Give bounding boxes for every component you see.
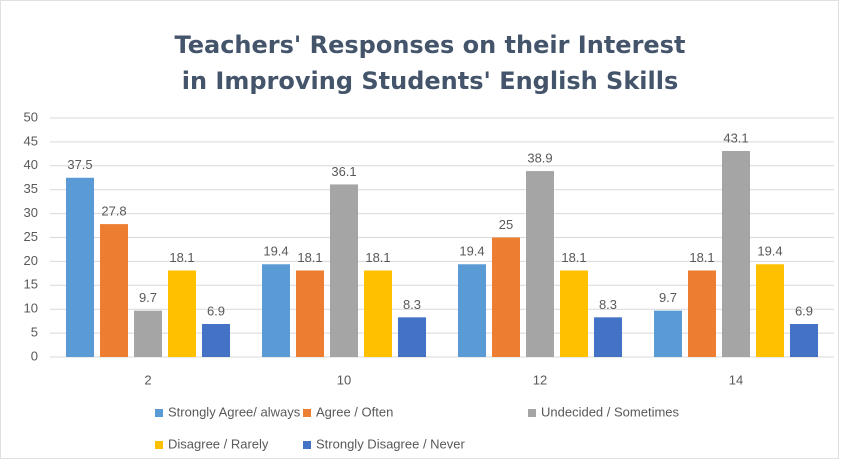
data-label: 18.1 xyxy=(169,250,194,265)
legend-label: Agree / Often xyxy=(316,404,393,419)
bar xyxy=(756,264,784,357)
legend-swatch xyxy=(303,441,311,449)
data-label: 36.1 xyxy=(331,164,356,179)
data-label: 18.1 xyxy=(689,250,714,265)
bar xyxy=(654,310,682,357)
bar xyxy=(398,317,426,357)
y-tick-label: 45 xyxy=(24,133,38,148)
data-label: 8.3 xyxy=(599,297,617,312)
y-tick-label: 10 xyxy=(24,301,38,316)
data-label: 19.4 xyxy=(459,244,484,259)
bar xyxy=(100,224,128,357)
chart-title: Teachers' Responses on their Interest xyxy=(175,31,686,59)
data-label: 25 xyxy=(499,217,513,232)
bar xyxy=(458,264,486,357)
legend-swatch xyxy=(155,441,163,449)
data-label: 9.7 xyxy=(659,290,677,305)
legend-label: Strongly Disagree / Never xyxy=(316,436,466,451)
bar xyxy=(262,264,290,357)
legend-swatch xyxy=(303,409,311,417)
y-tick-label: 50 xyxy=(24,109,38,124)
bar xyxy=(66,177,94,357)
bar xyxy=(134,310,162,357)
data-label: 19.4 xyxy=(263,244,288,259)
x-tick-label: 2 xyxy=(144,372,151,387)
bar xyxy=(790,324,818,357)
y-tick-label: 35 xyxy=(24,181,38,196)
data-label: 6.9 xyxy=(795,303,813,318)
bar xyxy=(526,171,554,357)
chart-title: in Improving Students' English Skills xyxy=(182,67,679,95)
bar xyxy=(560,270,588,357)
legend-label: Undecided / Sometimes xyxy=(541,404,680,419)
data-label: 43.1 xyxy=(723,130,748,145)
data-label: 19.4 xyxy=(757,244,782,259)
y-tick-label: 25 xyxy=(24,229,38,244)
data-label: 6.9 xyxy=(207,303,225,318)
bar xyxy=(492,237,520,357)
x-tick-label: 10 xyxy=(337,372,351,387)
bar xyxy=(168,270,196,357)
legend-swatch xyxy=(155,409,163,417)
y-tick-label: 5 xyxy=(31,325,38,340)
bar xyxy=(330,184,358,357)
y-tick-label: 40 xyxy=(24,157,38,172)
bar xyxy=(364,270,392,357)
bar xyxy=(296,270,324,357)
y-tick-label: 0 xyxy=(31,348,38,363)
y-tick-label: 20 xyxy=(24,253,38,268)
bar xyxy=(594,317,622,357)
data-label: 37.5 xyxy=(67,157,92,172)
bar xyxy=(202,324,230,357)
x-tick-label: 12 xyxy=(533,372,547,387)
y-tick-label: 15 xyxy=(24,277,38,292)
data-label: 27.8 xyxy=(101,204,126,219)
legend-swatch xyxy=(528,409,536,417)
y-tick-label: 30 xyxy=(24,205,38,220)
data-label: 8.3 xyxy=(403,297,421,312)
legend-label: Strongly Agree/ always xyxy=(168,404,301,419)
bar xyxy=(688,270,716,357)
x-tick-label: 14 xyxy=(729,372,743,387)
bar xyxy=(722,150,750,357)
data-label: 18.1 xyxy=(297,250,322,265)
data-label: 18.1 xyxy=(561,250,586,265)
data-label: 9.7 xyxy=(139,290,157,305)
data-label: 38.9 xyxy=(527,150,552,165)
legend-label: Disagree / Rarely xyxy=(168,436,269,451)
data-label: 18.1 xyxy=(365,250,390,265)
